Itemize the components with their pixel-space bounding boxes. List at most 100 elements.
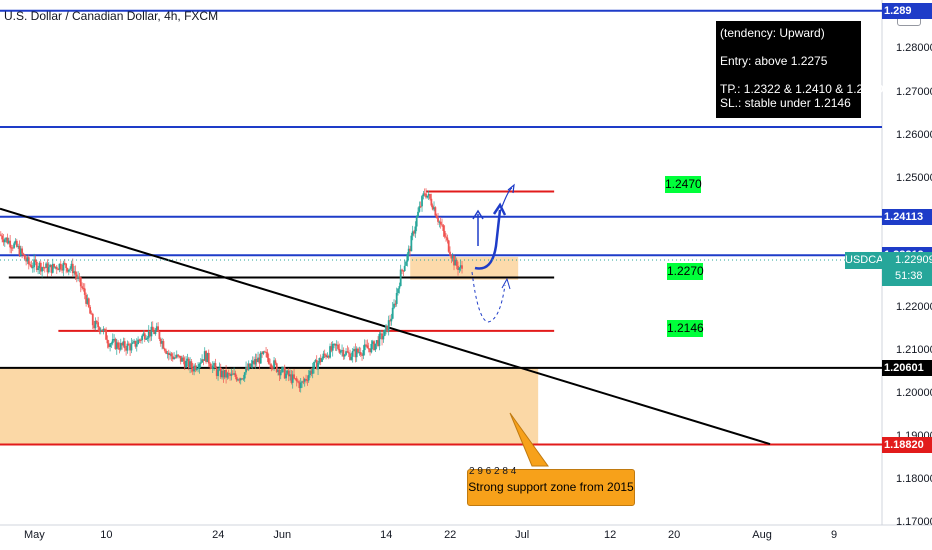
candle-body (293, 374, 295, 379)
candle-body (459, 265, 462, 268)
candle-body (334, 343, 337, 346)
candle-body (374, 343, 377, 350)
candle-body (437, 218, 439, 222)
candle-body (402, 270, 405, 272)
candle-body (406, 253, 409, 262)
candle-body (114, 338, 117, 350)
candle-body (97, 322, 100, 328)
candle-body (150, 326, 153, 337)
candle-body (143, 333, 146, 340)
candle-body (387, 320, 390, 332)
candle-body (119, 343, 122, 350)
candle-body (255, 359, 258, 363)
candle-body (270, 364, 273, 368)
price-level-tag: 1.289 (882, 2, 932, 19)
candle-body (389, 320, 391, 322)
candle-body (163, 348, 166, 351)
candle-body (71, 263, 74, 274)
candle-body (57, 269, 60, 271)
info-line: SL.: stable under 1.2146 (720, 96, 851, 110)
candle-body (171, 356, 174, 360)
candle-body (65, 263, 68, 269)
candle-body (434, 207, 437, 216)
candle-body (343, 354, 346, 357)
up-arrow-head (472, 209, 484, 220)
candle-body (247, 363, 250, 370)
candle-body (103, 328, 106, 330)
candle-body (250, 363, 253, 367)
candle-body (194, 365, 197, 370)
candle-body (379, 333, 382, 335)
candle-body (405, 261, 407, 266)
candle-body (217, 369, 219, 377)
candle-body (18, 245, 21, 256)
candle-body (323, 353, 326, 355)
candle-body (190, 361, 193, 368)
candle-body (197, 367, 199, 369)
candle-body (453, 255, 455, 266)
candle-body (442, 225, 445, 231)
candle-body (126, 343, 129, 351)
candle-body (302, 381, 305, 383)
candle-body (49, 264, 52, 268)
candle-body (362, 350, 365, 356)
candle-body (273, 360, 275, 368)
price-tick-label: 1.22000 (896, 300, 932, 313)
candle-body (185, 360, 187, 368)
candle-body (75, 274, 78, 278)
candle-body (22, 253, 25, 255)
candle-body (131, 342, 134, 344)
candle-body (347, 352, 350, 354)
candle-body (90, 313, 93, 315)
candle-body (31, 267, 34, 269)
candle-body (257, 357, 259, 363)
info-line (720, 68, 861, 82)
candle-body (235, 376, 238, 381)
candle-body (0, 234, 2, 236)
candle-body (457, 265, 459, 271)
price-tick-label: 1.27000 (896, 85, 932, 98)
price-tick-label: 1.18000 (896, 472, 932, 485)
event-markers[interactable]: 2 9 6 2 8 4 (469, 466, 517, 477)
candle-body (146, 337, 149, 339)
candle-body (202, 359, 205, 361)
candle-body (299, 382, 302, 389)
candle-body (331, 343, 334, 351)
info-line: TP.: 1.2322 & 1.2410 & 1.2470 (720, 82, 884, 96)
candle-body (93, 325, 96, 329)
candle-body (1, 235, 4, 240)
candle-body (342, 349, 345, 357)
candle-body (295, 378, 298, 382)
candle-body (13, 243, 16, 248)
candle-body (227, 373, 230, 375)
candle-body (309, 370, 311, 376)
candle-body (142, 333, 145, 336)
candle-body (278, 369, 281, 376)
candle-body (301, 381, 303, 383)
candle-body (165, 350, 167, 354)
candle-body (122, 341, 125, 346)
candle-body (221, 370, 223, 378)
candle-body (66, 268, 69, 272)
candle-body (279, 372, 282, 376)
candle-body (358, 352, 361, 354)
candle-body (322, 353, 325, 359)
candle-body (222, 370, 225, 378)
candle-body (125, 348, 128, 351)
candle-body (23, 254, 26, 260)
price-level-tag: 1.24113 (882, 208, 932, 225)
candle-body (287, 370, 290, 377)
candle-body (195, 368, 198, 370)
candle-body (153, 331, 155, 335)
time-tick-label: 22 (444, 529, 457, 541)
candle-body (421, 196, 423, 207)
candle-body (447, 240, 450, 252)
price-tick-label: 1.21000 (896, 343, 932, 356)
candle-body (294, 378, 297, 380)
candle-body (427, 193, 430, 196)
candle-body (127, 343, 130, 346)
candle-body (418, 206, 421, 212)
time-tick-label: 12 (603, 529, 617, 541)
level-label-1-2146: 1.2146 (667, 320, 704, 337)
